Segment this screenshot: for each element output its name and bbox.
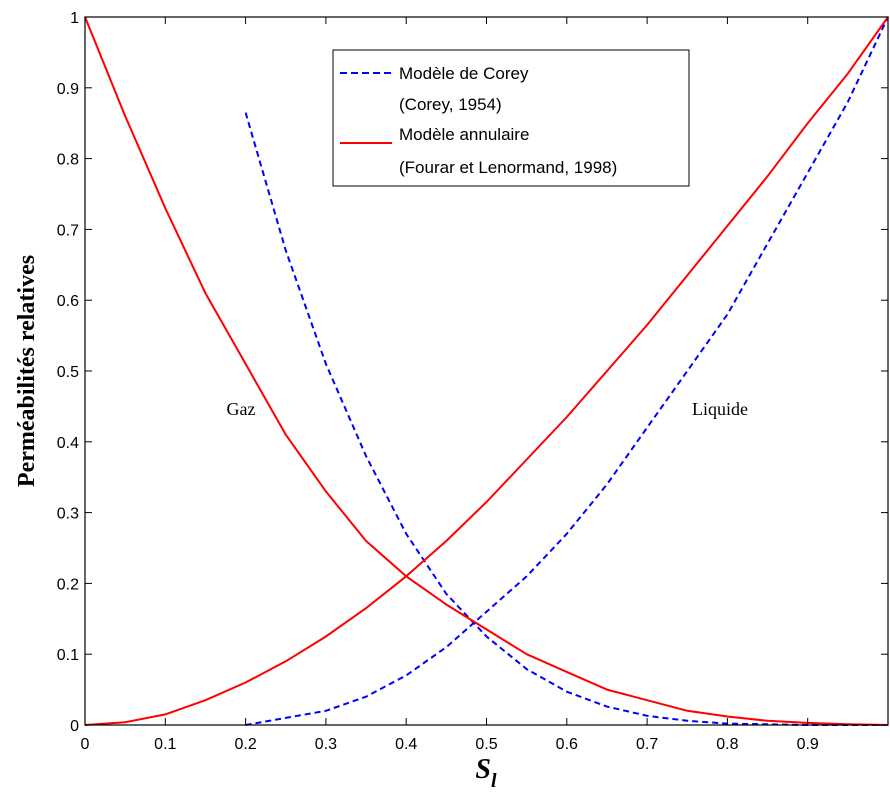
legend-label-annulaire: Modèle annulaire xyxy=(399,125,529,144)
y-tick-label: 0.2 xyxy=(57,576,79,593)
legend-ref-annulaire: (Fourar et Lenormand, 1998) xyxy=(399,158,617,177)
x-tick-label: 0.9 xyxy=(797,736,819,753)
y-axis-title: Perméabilités relatives xyxy=(14,255,40,487)
x-tick-label: 0.3 xyxy=(315,736,337,753)
x-tick-label: 0.7 xyxy=(636,736,658,753)
y-tick-label: 0.5 xyxy=(57,364,79,381)
series-corey-gas xyxy=(244,112,888,726)
legend-box xyxy=(332,49,690,187)
curves-layer xyxy=(84,16,889,726)
x-axis-title-main: S xyxy=(475,754,491,785)
ticks-layer: 0 0.1 0.2 0.3 0.4 0.5 0.6 0.7 0.8 0.9 0 0.1 0.2 0.3 0.… xyxy=(57,10,888,753)
x-tick-label: 0.2 xyxy=(234,736,256,753)
x-tick-label: 0.8 xyxy=(716,736,738,753)
y-tick-label: 0.3 xyxy=(57,506,79,523)
x-tick-label: 0 xyxy=(81,736,90,753)
legend-label-corey: Modèle de Corey xyxy=(399,64,529,83)
legend: Modèle de Corey (Corey, 1954) Modèle ann… xyxy=(332,49,690,187)
legend-ref-corey: (Corey, 1954) xyxy=(399,95,502,114)
y-tick-label: 0.8 xyxy=(57,152,79,169)
y-tick-label: 1 xyxy=(70,10,79,27)
y-tick-label: 0.4 xyxy=(57,435,79,452)
x-tick-label: 0.4 xyxy=(395,736,417,753)
y-tick-label: 0 xyxy=(70,718,79,735)
x-axis-title-subscript: l xyxy=(491,770,497,792)
annotation-liquide: Liquide xyxy=(692,399,748,419)
x-tick-label: 0.1 xyxy=(154,736,176,753)
annotation-gaz: Gaz xyxy=(227,399,256,419)
y-tick-label: 0.9 xyxy=(57,81,79,98)
series-annulaire-gas xyxy=(84,16,889,726)
series-annulaire-liquid xyxy=(84,16,889,726)
x-axis-title: Sl xyxy=(475,754,497,792)
series-corey-liquid xyxy=(245,16,889,726)
x-tick-label: 0.5 xyxy=(475,736,497,753)
y-tick-label: 0.6 xyxy=(57,293,79,310)
x-tick-label: 0.6 xyxy=(556,736,578,753)
y-tick-label: 0.1 xyxy=(57,647,79,664)
y-tick-label: 0.7 xyxy=(57,222,79,239)
